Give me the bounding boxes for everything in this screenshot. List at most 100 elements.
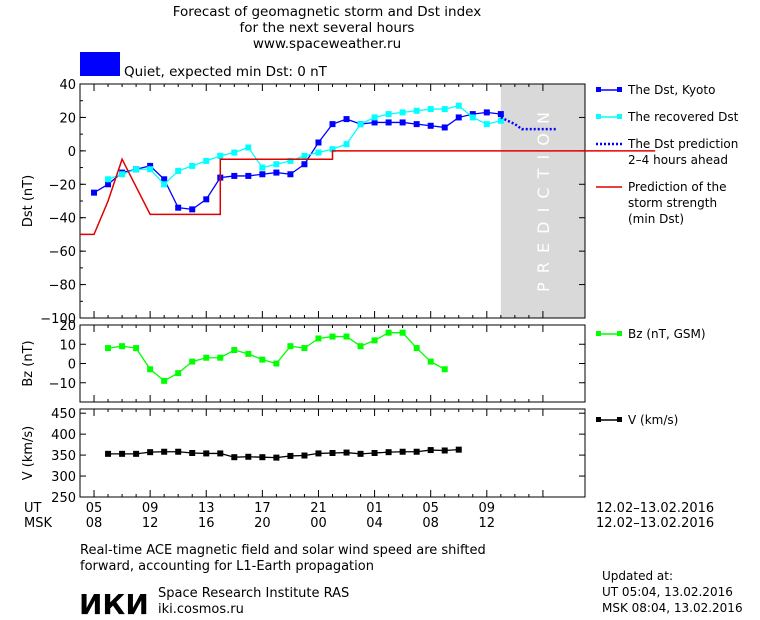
data-point [413,345,420,352]
data-point [329,333,336,340]
legend-marker [617,417,622,422]
y-axis-label: Dst (nT) [21,175,36,227]
data-point [385,329,392,336]
legend-marker [596,87,601,92]
x-tick-label-msk: 00 [310,516,327,531]
y-tick-label: 0 [68,358,76,373]
legend-entry: The Dst prediction 2–4 hours ahead [596,137,738,167]
series-line [93,111,501,211]
panel-2: 20 10 0 −10 Bz (nT) Bz (nT, GSM) [21,319,706,403]
data-point [357,343,364,350]
y-tick-label: 400 [51,428,76,443]
y-tick-label: −20 [49,178,76,193]
data-point [189,162,196,169]
y-tick-label: −10 [49,377,76,392]
series-the-dst-prediction [500,116,557,131]
legend-entry: V (km/s) [596,413,678,427]
data-point [245,172,252,179]
legend-entry: Bz (nT, GSM) [596,327,706,341]
data-point [497,117,504,124]
data-point [371,119,378,126]
y-tick-label: −40 [49,212,76,227]
legend-entry: Prediction of the storm strength (min Dst) [596,180,727,226]
data-point [147,366,154,373]
legend-label: Bz (nT, GSM) [628,327,706,341]
x-tick-label-ut: 13 [198,501,215,516]
data-point [483,109,490,116]
legend-label: (min Dst) [628,212,684,226]
data-point [427,106,434,113]
legend-label: storm strength [628,196,717,210]
data-point [469,114,476,121]
legend-marker [596,114,601,119]
legend-label: Prediction of the [628,180,727,194]
data-point [399,109,406,116]
series-line [107,105,501,186]
data-point [273,360,280,367]
data-point [455,446,462,453]
data-point [203,196,210,203]
data-point [273,169,280,176]
series-line [107,332,446,382]
series-prediction-of-the [80,150,656,236]
x-tick-label-msk: 20 [254,516,271,531]
ut-date-range: 12.02–13.02.2016 [596,501,714,516]
chart-title-line2: for the next several hours [240,20,415,36]
y-tick-label: 40 [59,78,76,93]
footer-note-line2: forward, accounting for L1-Earth propaga… [80,559,374,574]
data-point [497,111,504,118]
x-tick-label-ut: 05 [422,501,439,516]
data-point [161,181,168,188]
data-point [259,454,266,461]
data-point [161,377,168,384]
chart-panels: P R E D I C T I O N40200−20−40−60−80−100… [21,78,739,506]
data-point [301,161,308,168]
data-point [189,358,196,365]
y-tick-label: 300 [51,470,76,485]
data-point [105,450,112,457]
data-point [133,345,140,352]
data-point [413,107,420,114]
x-tick-label-ut: 17 [254,501,271,516]
data-point [315,149,322,156]
data-point [133,166,140,173]
legend-label: The Dst, Kyoto [627,83,715,97]
data-point [399,448,406,455]
data-point [105,345,112,352]
y-tick-label: 20 [59,319,76,334]
y-tick-label: 20 [59,111,76,126]
data-point [413,448,420,455]
data-point [217,354,224,361]
data-point [231,149,238,156]
data-point [343,141,350,148]
x-tick-label-msk: 12 [142,516,159,531]
data-point [175,448,182,455]
x-tick-label-msk: 08 [422,516,439,531]
y-tick-label: 10 [59,338,76,353]
data-point [147,449,154,456]
prediction-label: P R E D I C T I O N [534,110,553,292]
data-point [273,454,280,461]
legend-label: V (km/s) [628,413,678,427]
data-point [217,450,224,457]
series-line [108,448,459,459]
institute-name: Space Research Institute RAS [158,586,349,601]
legend-marker [617,87,622,92]
y-tick-label: −80 [49,279,76,294]
msk-date-range: 12.02–13.02.2016 [596,516,714,531]
data-point [273,161,280,168]
data-point [189,206,196,213]
data-point [315,139,322,146]
data-point [189,450,196,456]
data-point [329,450,336,456]
x-tick-label-ut: 09 [479,501,496,516]
data-point [427,122,434,129]
ut-axis-label: UT [24,501,42,516]
data-point [245,144,252,151]
legend-marker [617,331,622,336]
data-point [399,329,406,336]
data-point [455,114,462,121]
data-point [469,111,476,118]
data-point [357,450,364,457]
y-tick-label: 0 [68,145,76,160]
